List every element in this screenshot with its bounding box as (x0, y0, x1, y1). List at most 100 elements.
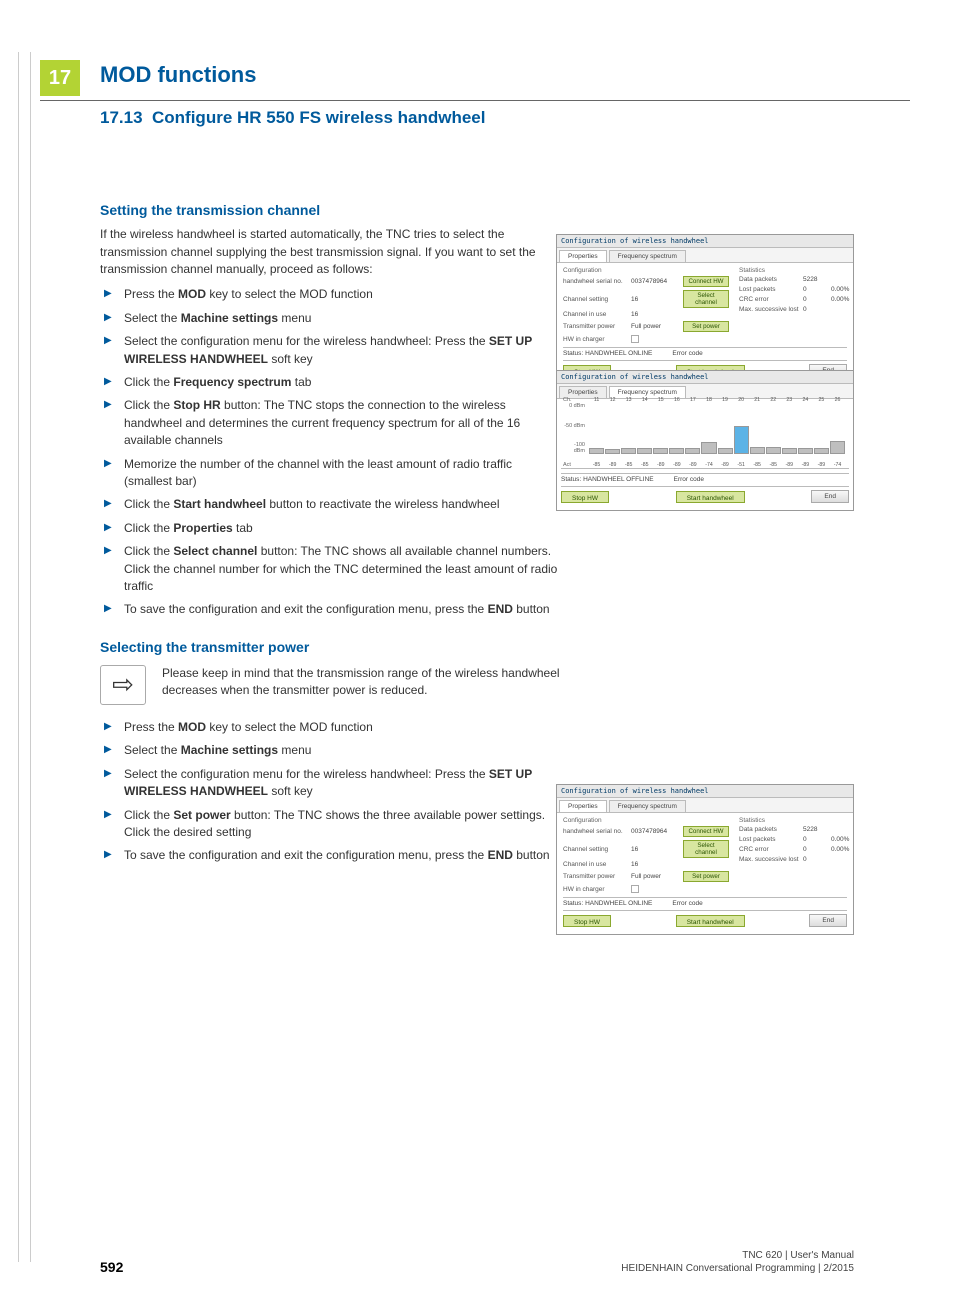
lbl-crc: CRC error (739, 296, 799, 303)
step-item: To save the configuration and exit the c… (100, 847, 560, 864)
lbl-serial: handwheel serial no. (563, 278, 627, 285)
set-power-button-3[interactable]: Set power (683, 871, 729, 882)
val-status-offline: HANDWHEEL OFFLINE (583, 476, 654, 483)
tab-spectrum[interactable]: Frequency spectrum (609, 250, 686, 262)
heading-setting-channel: Setting the transmission channel (100, 200, 560, 220)
spectrum-bar (830, 441, 845, 454)
note-arrow-icon: ⇨ (100, 665, 146, 705)
act-label: -85 (750, 462, 765, 468)
margin-rule-1 (18, 52, 19, 1262)
lbl-ch-setting: Channel setting (563, 296, 627, 303)
stop-hw-button-2[interactable]: Stop HW (561, 491, 609, 503)
spectrum-bar (653, 448, 668, 454)
set-power-button[interactable]: Set power (683, 321, 729, 332)
tab-spectrum-3[interactable]: Frequency spectrum (609, 800, 686, 812)
select-channel-button[interactable]: Select channel (683, 290, 729, 308)
connect-hw-button-3[interactable]: Connect HW (683, 826, 729, 837)
spectrum-bar (605, 449, 620, 454)
val-tx-power: Full power (631, 323, 679, 330)
end-button-3[interactable]: End (809, 914, 847, 927)
step-item: To save the configuration and exit the c… (100, 601, 560, 618)
spectrum-chart: 11121314151617181920212223242526 0 dBm -… (561, 399, 849, 469)
start-hw-button-2[interactable]: Start handwheel (676, 491, 745, 503)
lbl-error-code: Error code (672, 350, 702, 357)
act-label: -89 (685, 462, 700, 468)
val-ch-setting: 16 (631, 296, 679, 303)
charger-checkbox[interactable] (631, 335, 639, 343)
charger-checkbox-3[interactable] (631, 885, 639, 893)
lbl-lost-pkts: Lost packets (739, 286, 799, 293)
val-crc-pct-3: 0.00% (831, 846, 855, 853)
act-label: -85 (621, 462, 636, 468)
lbl-max-lost-3: Max. successive lost (739, 856, 799, 863)
axis-ch-label: Ch. (563, 397, 572, 468)
section-title: 17.13 Configure HR 550 FS wireless handw… (100, 108, 485, 128)
footer-right: TNC 620 | User's Manual HEIDENHAIN Conve… (621, 1249, 854, 1275)
act-label: -85 (766, 462, 781, 468)
end-button-2[interactable]: End (811, 490, 849, 503)
stats-label: Statistics (739, 267, 855, 274)
tab-properties-3[interactable]: Properties (559, 800, 607, 812)
dialog-screenshot-spectrum: Configuration of wireless handwheel Prop… (556, 370, 854, 511)
tab-properties[interactable]: Properties (559, 250, 607, 262)
val-serial: 0037478964 (631, 278, 679, 285)
step-item: Select the configuration menu for the wi… (100, 766, 560, 801)
spectrum-bar (782, 448, 797, 454)
step-item: Click the Frequency spectrum tab (100, 374, 560, 391)
lbl-status: Status (563, 350, 581, 357)
status-bar-2: Status: HANDWHEEL OFFLINE Error code (561, 473, 849, 483)
page-footer: 592 TNC 620 | User's Manual HEIDENHAIN C… (100, 1249, 854, 1275)
lbl-max-lost: Max. successive lost (739, 306, 799, 313)
act-label: -89 (605, 462, 620, 468)
button-row-2: Stop HW Start handwheel End (561, 486, 849, 506)
steps-list-2: Press the MOD key to select the MOD func… (100, 719, 560, 865)
dialog-body: Configuration handwheel serial no. 00374… (557, 263, 853, 384)
lbl-lost-pkts-3: Lost packets (739, 836, 799, 843)
dialog-screenshot-properties-online-2: Configuration of wireless handwheel Prop… (556, 784, 854, 935)
dialog-title-3: Configuration of wireless handwheel (557, 785, 853, 798)
step-item: Press the MOD key to select the MOD func… (100, 286, 560, 303)
chapter-title: MOD functions (100, 62, 256, 88)
step-item: Memorize the number of the channel with … (100, 456, 560, 491)
note-text: Please keep in mind that the transmissio… (162, 665, 560, 700)
chapter-badge: 17 (40, 60, 80, 96)
lbl-status-3: Status (563, 900, 581, 907)
config-label-3: Configuration (563, 817, 729, 824)
spectrum-bar (637, 448, 652, 454)
margin-rule-2 (30, 52, 31, 1262)
step-item: Click the Select channel button: The TNC… (100, 543, 560, 595)
spectrum-bar (701, 442, 716, 454)
val-serial-3: 0037478964 (631, 828, 679, 835)
spectrum-bar (814, 448, 829, 454)
divider (40, 100, 910, 101)
act-label: -89 (653, 462, 668, 468)
act-label: -51 (734, 462, 749, 468)
val-ch-use: 16 (631, 311, 679, 318)
dialog-title: Configuration of wireless handwheel (557, 235, 853, 248)
val-lost-pkts-3: 0 (803, 836, 827, 843)
val-lost-pct: 0.00% (831, 286, 855, 293)
bars-container (589, 403, 845, 454)
val-max-lost: 0 (803, 306, 827, 313)
connect-hw-button[interactable]: Connect HW (683, 276, 729, 287)
lbl-data-pkts-3: Data packets (739, 826, 799, 833)
footer-line-1: TNC 620 | User's Manual (621, 1249, 854, 1262)
main-content: Setting the transmission channel If the … (100, 200, 560, 883)
act-label: -85 (637, 462, 652, 468)
lbl-serial-3: handwheel serial no. (563, 828, 627, 835)
dialog-screenshot-properties-online: Configuration of wireless handwheel Prop… (556, 234, 854, 385)
dialog-tabs-3: Properties Frequency spectrum (557, 798, 853, 813)
val-crc-pct: 0.00% (831, 296, 855, 303)
select-channel-button-3[interactable]: Select channel (683, 840, 729, 858)
stop-hw-button-3[interactable]: Stop HW (563, 915, 611, 927)
stats-label-3: Statistics (739, 817, 855, 824)
section-number: 17.13 (100, 108, 143, 127)
act-label: -85 (589, 462, 604, 468)
act-label: -89 (718, 462, 733, 468)
act-label: -89 (798, 462, 813, 468)
steps-list-1: Press the MOD key to select the MOD func… (100, 286, 560, 618)
start-hw-button-3[interactable]: Start handwheel (676, 915, 745, 927)
dialog-tabs: Properties Frequency spectrum (557, 248, 853, 263)
val-tx-power-3: Full power (631, 873, 679, 880)
val-data-pkts: 5228 (803, 276, 827, 283)
